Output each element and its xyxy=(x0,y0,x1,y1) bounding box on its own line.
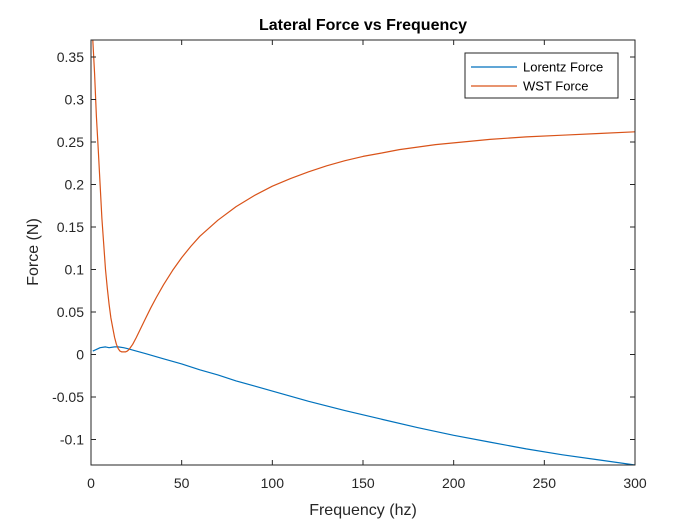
x-tick-label: 250 xyxy=(533,475,557,491)
x-axis: 0 50 100 150 200 250 300 xyxy=(87,40,647,491)
y-tick-label: 0.3 xyxy=(65,92,85,108)
y-tick-label: -0.05 xyxy=(52,389,84,405)
y-tick-label: 0.2 xyxy=(65,177,85,193)
y-tick-label: 0 xyxy=(76,347,84,363)
plot-area xyxy=(90,39,636,466)
legend-box xyxy=(464,52,619,99)
x-tick-label: 200 xyxy=(442,475,466,491)
x-tick-label: 300 xyxy=(623,475,647,491)
legend-label-wst-force: WST Force xyxy=(523,79,589,94)
series-layer xyxy=(92,40,635,465)
x-tick-label: 0 xyxy=(87,475,95,491)
x-tick-label: 150 xyxy=(351,475,375,491)
x-axis-label: Frequency (hz) xyxy=(309,502,417,519)
y-tick-label: -0.1 xyxy=(60,432,84,448)
x-tick-label: 100 xyxy=(261,475,285,491)
y-tick-label: 0.05 xyxy=(57,304,84,320)
wst-force-line xyxy=(92,40,635,353)
x-tick-label: 50 xyxy=(174,475,190,491)
chart-title: Lateral Force vs Frequency xyxy=(259,17,467,34)
legend-label-lorentz-force: Lorentz Force xyxy=(523,60,603,75)
y-tick-label: 0.1 xyxy=(65,262,85,278)
lorentz-force-line xyxy=(92,346,635,465)
y-tick-label: 0.15 xyxy=(57,219,84,235)
legend: Lorentz Force WST Force xyxy=(464,52,619,99)
y-tick-label: 0.25 xyxy=(57,134,84,150)
y-axis-label: Force (N) xyxy=(25,218,42,286)
axes-background xyxy=(91,40,635,465)
y-axis: -0.1 -0.05 0 0.05 0.1 0.15 0.2 0.25 0.3 0.35 xyxy=(52,49,635,448)
y-tick-label: 0.35 xyxy=(57,49,84,65)
